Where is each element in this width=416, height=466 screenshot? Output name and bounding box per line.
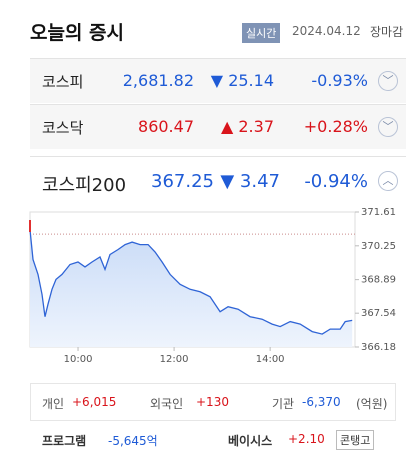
index-change: ▲ 2.37 [220, 117, 274, 136]
index-rate: +0.28% [303, 117, 368, 136]
program-value: -5,645억 [108, 434, 158, 448]
investor-box [30, 383, 396, 421]
y-tick-label: 367.54 [361, 308, 396, 319]
index-rate: -0.93% [311, 71, 368, 90]
title: 오늘의 증시 [30, 22, 125, 44]
investor-label: 기관 [272, 397, 295, 411]
y-tick-label: 368.89 [361, 275, 396, 286]
index-name: 코스피 [42, 73, 84, 91]
index-row: 코스피 2,681.82 ▼ 25.14 -0.93% ﹀ [30, 58, 406, 103]
investor-value: +6,015 [72, 395, 117, 409]
y-tick-label: 366.18 [361, 342, 396, 353]
date: 2024.04.12 [292, 24, 361, 38]
y-tick-label: 371.61 [361, 207, 396, 218]
index-name: 코스피200 [42, 175, 127, 196]
investor-value: -6,370 [302, 395, 341, 409]
badge: 실시간 [242, 23, 281, 43]
index-name: 코스닥 [42, 119, 84, 137]
line [29, 229, 353, 335]
program-label: 프로그램 [42, 434, 87, 448]
index-change: ▼ 25.14 [210, 71, 274, 90]
area [30, 229, 353, 347]
index-row: 코스피200 367.25 ▼ 3.47 -0.94% ︿ [30, 156, 406, 205]
unit: (억원) [356, 397, 388, 411]
index-change: ▼ 3.47 [220, 171, 280, 192]
chart: 371.61 370.25 368.89 367.54 366.18 10:00 12:00… [29, 207, 396, 365]
investor-value: +130 [196, 395, 229, 409]
y-tick-label: 370.25 [361, 241, 396, 252]
expand-button[interactable]: ︿ [378, 171, 398, 191]
basis-value: +2.10 [288, 432, 325, 446]
basis-label: 베이시스 [228, 434, 273, 448]
x-tick-label: 14:00 [256, 354, 285, 365]
basis-tag: 콘탱고 [336, 430, 375, 450]
status: 장마감 [370, 25, 404, 39]
x-tick-label: 12:00 [160, 354, 189, 365]
expand-button[interactable]: ﹀ [378, 117, 398, 137]
index-value: 860.47 [138, 117, 194, 136]
investor-label: 외국인 [150, 397, 184, 411]
index-row: 코스닥 860.47 ▲ 2.37 +0.28% ﹀ [30, 104, 406, 149]
index-value: 2,681.82 [122, 71, 194, 90]
x-tick-label: 10:00 [64, 354, 93, 365]
index-rate: -0.94% [304, 171, 368, 192]
index-value: 367.25 [151, 171, 214, 192]
expand-button[interactable]: ﹀ [378, 71, 398, 91]
investor-label: 개인 [42, 397, 65, 411]
